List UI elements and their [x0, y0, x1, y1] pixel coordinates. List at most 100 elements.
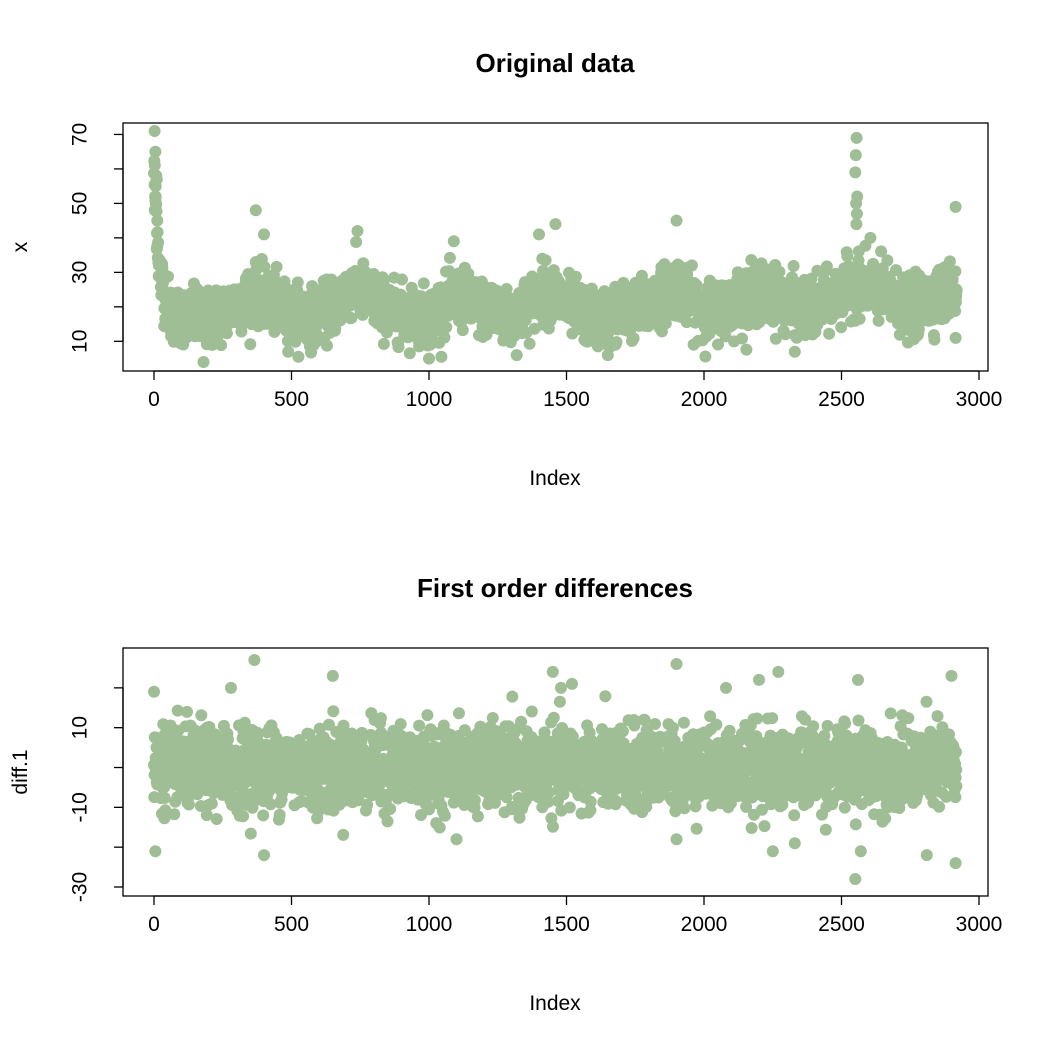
data-point	[523, 337, 536, 350]
data-point	[291, 276, 304, 289]
data-point	[148, 125, 161, 137]
data-point	[453, 707, 465, 720]
data-point	[244, 338, 257, 351]
point-layer	[148, 654, 963, 885]
data-point	[210, 813, 223, 825]
data-point	[850, 197, 863, 210]
data-point	[666, 721, 679, 734]
data-point	[417, 277, 430, 290]
data-point	[421, 709, 434, 722]
data-point	[148, 204, 161, 217]
data-point	[950, 284, 963, 297]
y-tick-label: 10	[68, 330, 91, 353]
data-point	[563, 801, 576, 814]
data-point	[151, 214, 164, 227]
data-point	[292, 350, 305, 363]
data-point	[525, 705, 538, 718]
data-point	[433, 821, 446, 834]
x-tick-label: 1500	[543, 388, 590, 411]
data-point	[440, 321, 453, 334]
data-point	[506, 690, 519, 703]
data-point	[321, 339, 333, 352]
data-point	[881, 254, 894, 267]
data-point	[158, 792, 171, 804]
data-point	[205, 797, 218, 810]
data-point	[435, 350, 448, 363]
data-point	[403, 347, 416, 360]
data-point	[377, 338, 390, 350]
data-point	[853, 312, 866, 325]
data-point	[740, 343, 753, 356]
data-point	[345, 312, 358, 324]
data-point	[195, 709, 208, 722]
data-point	[149, 145, 162, 158]
data-point	[237, 810, 250, 823]
data-point	[584, 795, 597, 808]
chart-title: First order differences	[417, 573, 693, 603]
data-point	[699, 350, 712, 363]
data-point	[282, 345, 295, 358]
data-point	[152, 236, 165, 249]
data-point	[220, 327, 233, 340]
data-point	[949, 200, 962, 213]
data-point	[533, 228, 545, 241]
data-point	[616, 725, 629, 738]
data-point	[849, 166, 862, 179]
data-point	[181, 705, 193, 718]
data-point	[258, 260, 271, 273]
x-tick-label: 2000	[681, 388, 728, 411]
data-point	[438, 809, 451, 822]
data-point	[438, 331, 451, 344]
x-axis-label: Index	[529, 467, 581, 490]
data-point	[337, 828, 350, 841]
data-point	[384, 802, 397, 815]
data-point	[249, 204, 262, 217]
data-point	[638, 713, 651, 726]
data-point	[162, 270, 174, 283]
data-point	[486, 712, 499, 724]
panel-first-order-differences: First order differences 0 500 1000 1500 2000…	[9, 573, 1002, 1015]
y-axis-label: x	[9, 241, 32, 252]
data-point	[374, 712, 387, 725]
data-point	[257, 809, 270, 822]
data-point	[471, 810, 484, 823]
x-tick-label: 500	[274, 388, 309, 411]
data-point	[773, 265, 786, 278]
data-point	[649, 718, 661, 730]
data-point	[677, 716, 690, 729]
x-tick-label: 1000	[406, 388, 453, 411]
data-point	[151, 226, 164, 239]
x-axis: 0 500 1000 1500 2000 2500 3000	[148, 370, 1002, 411]
chart-title: Original data	[476, 48, 635, 78]
y-tick-label: 50	[68, 192, 91, 215]
data-point	[547, 820, 559, 833]
x-tick-label: 0	[148, 388, 160, 411]
data-point	[327, 705, 340, 718]
data-point	[244, 827, 257, 840]
data-point	[850, 131, 863, 144]
data-point	[850, 207, 863, 220]
data-point	[168, 808, 181, 821]
data-point	[197, 356, 210, 368]
data-point	[413, 719, 426, 732]
data-point	[148, 159, 161, 172]
data-point	[351, 225, 364, 237]
data-point	[569, 270, 582, 283]
data-point	[381, 815, 394, 828]
data-point	[823, 327, 836, 340]
data-point	[601, 349, 614, 362]
data-point	[222, 733, 234, 746]
data-point	[928, 333, 941, 346]
x-tick-label: 2500	[818, 388, 865, 411]
data-point	[149, 180, 162, 193]
data-point	[258, 228, 270, 241]
data-point	[549, 218, 562, 231]
data-point	[547, 711, 560, 724]
data-point	[215, 339, 228, 352]
data-point	[736, 332, 748, 345]
data-point	[864, 231, 877, 244]
data-point	[670, 214, 683, 227]
data-point	[949, 331, 962, 344]
